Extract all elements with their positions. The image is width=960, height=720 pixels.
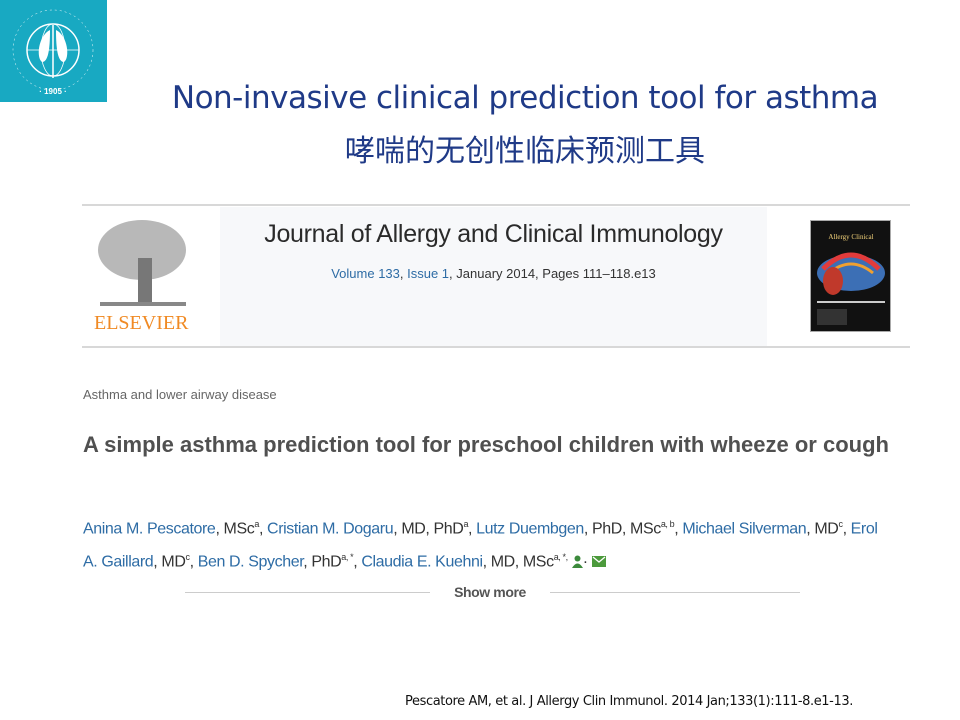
issue-link[interactable]: Issue 1 bbox=[407, 266, 450, 281]
author-degree: , MSc bbox=[215, 520, 255, 538]
elsevier-wordmark: ELSEVIER bbox=[94, 312, 189, 334]
show-more-line-right bbox=[550, 592, 800, 593]
author-list: Anina M. Pescatore, MSca, Cristian M. Do… bbox=[83, 519, 878, 571]
citation: Pescatore AM, et al. J Allergy Clin Immu… bbox=[405, 694, 853, 709]
author-degree: , MD bbox=[153, 553, 186, 571]
ats-logo: · 1905 · bbox=[0, 0, 107, 102]
slide-title: Non-invasive clinical prediction tool fo… bbox=[171, 80, 879, 116]
journal-header-box bbox=[220, 207, 767, 346]
svg-text:· 1905 ·: · 1905 · bbox=[39, 87, 67, 96]
affiliation-sup[interactable]: a, b bbox=[660, 519, 675, 529]
issue-date-pages: , January 2014, Pages 111–118.e13 bbox=[449, 266, 656, 281]
author-link[interactable]: Claudia E. Kuehni bbox=[361, 553, 483, 571]
affiliation-sup[interactable]: c bbox=[838, 519, 843, 529]
divider-bottom bbox=[82, 346, 910, 348]
journal-volume-info: Volume 133, Issue 1, January 2014, Pages… bbox=[331, 266, 656, 281]
show-more-line-left bbox=[185, 592, 430, 593]
slide-subtitle-chinese: 哮喘的无创性临床预测工具 bbox=[345, 134, 705, 169]
affiliation-sup[interactable]: a bbox=[254, 519, 259, 529]
author-link[interactable]: Erol A. Gaillard bbox=[83, 520, 878, 571]
affiliation-sup[interactable]: a bbox=[463, 519, 469, 529]
author-link[interactable]: Michael Silverman bbox=[682, 520, 807, 538]
author-link[interactable]: Cristian M. Dogaru bbox=[267, 520, 394, 538]
author-degree: , MD bbox=[806, 520, 839, 538]
affiliation-sup[interactable]: a, *, bbox=[553, 552, 568, 563]
author-degree: , MD, PhD bbox=[393, 520, 464, 538]
show-more-button[interactable]: Show more bbox=[454, 584, 526, 600]
divider-top bbox=[82, 204, 910, 206]
svg-text:Allergy Clinical: Allergy Clinical bbox=[828, 233, 873, 241]
author-degree: , PhD bbox=[303, 553, 342, 571]
author-link[interactable]: Ben D. Spycher bbox=[197, 553, 304, 571]
person-icon[interactable] bbox=[571, 550, 583, 568]
journal-cover-image[interactable]: Allergy Clinical bbox=[810, 220, 891, 332]
affiliation-sup[interactable]: a, * bbox=[341, 552, 354, 563]
author-link[interactable]: Anina M. Pescatore bbox=[83, 520, 216, 538]
email-icon[interactable] bbox=[591, 549, 606, 567]
article-category[interactable]: Asthma and lower airway disease bbox=[83, 387, 277, 402]
author-degree: , MD, MSc bbox=[482, 553, 554, 571]
author-link[interactable]: Lutz Duembgen bbox=[476, 520, 584, 538]
affiliation-sup[interactable]: c bbox=[185, 552, 190, 563]
journal-name[interactable]: Journal of Allergy and Clinical Immunolo… bbox=[264, 220, 723, 248]
author-degree: , PhD, MSc bbox=[583, 520, 661, 538]
article-title: A simple asthma prediction tool for pres… bbox=[83, 432, 889, 457]
volume-link[interactable]: Volume 133 bbox=[331, 266, 400, 281]
elsevier-tree-logo bbox=[94, 218, 190, 310]
